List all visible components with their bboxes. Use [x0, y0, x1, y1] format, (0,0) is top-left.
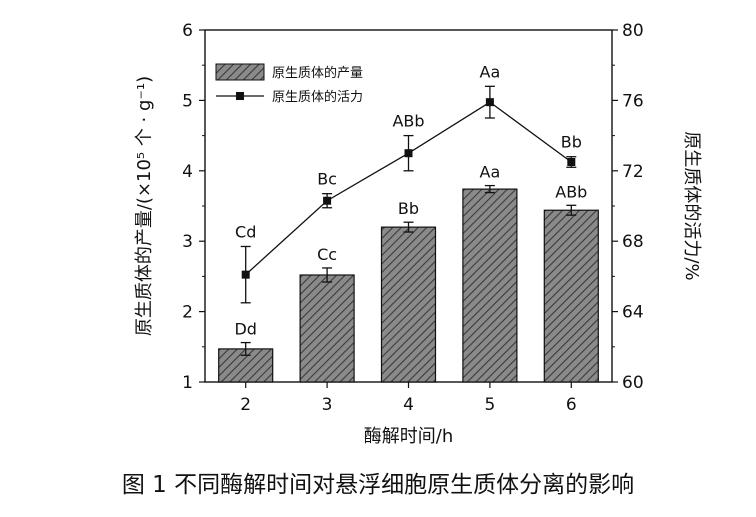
line-data-label: Cd — [235, 222, 256, 241]
line-point — [404, 149, 413, 158]
right-tick-label: 76 — [622, 91, 644, 111]
line-point — [485, 98, 494, 107]
right-tick-label: 68 — [622, 232, 644, 252]
line-data-label: Bb — [561, 133, 582, 152]
left-tick-label: 3 — [182, 232, 193, 252]
x-tick-label: 5 — [484, 395, 495, 415]
figure-caption: 图 1 不同酶解时间对悬浮细胞原生质体分离的影响 — [122, 472, 634, 498]
bar-data-label: Cc — [317, 245, 337, 264]
bar-data-label: Dd — [234, 320, 256, 339]
x-tick-label: 3 — [322, 395, 333, 415]
bar — [299, 274, 355, 383]
line-data-label: ABb — [392, 112, 424, 131]
left-axis-title: 原生质体的产量/(×10⁵ 个 · g⁻¹) — [134, 76, 155, 336]
bar-data-label: Aa — [480, 163, 501, 182]
legend-label-line: 原生质体的活力 — [272, 89, 363, 105]
x-tick-label: 4 — [403, 395, 414, 415]
left-tick-label: 5 — [182, 91, 193, 111]
bar — [380, 226, 437, 383]
bar-series: Dd Cc Bb Aa ABb — [218, 163, 599, 383]
line-data-label: Bc — [317, 170, 337, 189]
legend-swatch-marker — [236, 92, 244, 100]
left-tick-label: 4 — [182, 162, 193, 182]
bar — [543, 209, 599, 383]
right-tick-label: 80 — [622, 21, 644, 41]
bar-data-label: ABb — [555, 182, 587, 201]
x-tick-label: 6 — [566, 395, 577, 415]
right-tick-label: 60 — [622, 373, 644, 393]
legend-swatch-bar — [215, 63, 265, 81]
x-axis-title: 酶解时间/h — [364, 426, 453, 447]
left-tick-label: 6 — [182, 21, 193, 41]
axis-titles: 酶解时间/h 原生质体的产量/(×10⁵ 个 · g⁻¹) 原生质体的活力/% 图 1… — [122, 76, 702, 498]
left-tick-label: 1 — [182, 373, 193, 393]
line-point — [323, 196, 332, 205]
right-axis-title: 原生质体的活力/% — [681, 131, 702, 280]
right-tick-label: 64 — [622, 303, 644, 323]
line-series: Cd Bc ABb Aa Bb — [235, 62, 582, 304]
line-point — [567, 158, 576, 166]
legend-label-bar: 原生质体的产量 — [272, 65, 363, 81]
bar-data-label: Bb — [398, 199, 419, 218]
line-data-label: Aa — [480, 62, 501, 81]
right-tick-label: 72 — [622, 162, 644, 182]
line-point — [241, 270, 250, 279]
x-tick-label: 2 — [240, 395, 251, 415]
bar — [462, 188, 518, 383]
left-tick-label: 2 — [182, 303, 193, 323]
